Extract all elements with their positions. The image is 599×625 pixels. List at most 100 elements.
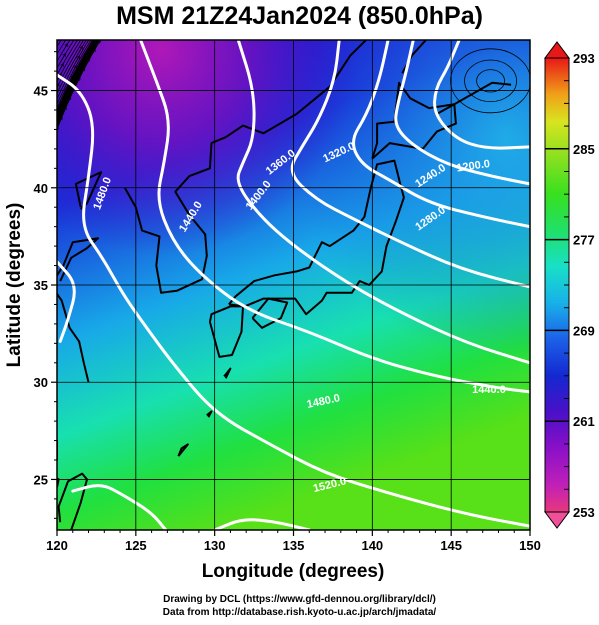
wind-arrow [54, 95, 57, 100]
y-tick-label: 30 [34, 375, 48, 390]
wind-arrow [75, 71, 79, 77]
x-tick-label: 145 [440, 538, 462, 553]
wind-arrow [63, 100, 66, 106]
wind-arrow [68, 25, 71, 30]
streamline [17, 0, 556, 41]
wind-arrow [39, 70, 42, 75]
wind-arrow [44, 141, 46, 147]
wind-arrow [116, 3, 119, 8]
wind-arrow [102, 32, 105, 37]
height-contour [57, 260, 76, 343]
colorbar-label: 269 [573, 323, 595, 338]
streamline [57, 40, 98, 122]
wind-arrow [81, 62, 85, 68]
streamline [57, 40, 99, 124]
wind-arrow [25, 208, 26, 214]
y-tick-label: 45 [34, 84, 48, 99]
coastline [206, 410, 213, 418]
wind-arrow [96, 34, 99, 39]
wind-arrow [112, 14, 115, 19]
wind-arrow [28, 221, 29, 227]
wind-arrow [26, 232, 27, 238]
wind-arrow [106, 23, 109, 28]
lat-lon-grid [57, 40, 530, 530]
wind-arrow [41, 50, 44, 55]
streamline [57, 40, 87, 95]
wind-arrow [109, 15, 112, 20]
coastline [177, 443, 189, 457]
height-contour [213, 518, 311, 530]
wind-arrow [72, 5, 76, 10]
wind-arrow [101, 30, 104, 35]
contour-label: 1440.0 [472, 384, 506, 396]
wind-arrow [50, 115, 52, 121]
wind-arrow [77, 63, 81, 69]
wind-arrow [45, 8, 49, 13]
wind-arrow [28, 192, 30, 198]
coastline [371, 81, 457, 160]
wind-arrow [33, 199, 34, 205]
coastline [57, 472, 88, 530]
wind-arrow [61, 54, 65, 60]
low-circulation [450, 48, 530, 114]
wind-arrow [100, 33, 103, 38]
wind-arrow [91, 9, 94, 14]
wind-arrow [31, 200, 32, 206]
wind-arrow [35, 123, 37, 128]
x-tick-label: 150 [519, 538, 541, 553]
colorbar-label: 293 [573, 51, 595, 66]
wind-arrow [93, 42, 97, 48]
wind-arrow [32, 173, 34, 179]
wind-arrow [47, 149, 49, 155]
wind-arrow [11, 460, 12, 466]
wind-arrow [41, 168, 43, 174]
wind-arrow [44, 150, 46, 156]
wind-arrow [111, 12, 114, 17]
wind-arrow [71, 73, 75, 79]
wind-arrow [59, 64, 63, 70]
wind-arrow [75, 57, 79, 63]
wind-arrow [43, 29, 46, 34]
colorbar-label: 253 [573, 505, 595, 520]
wind-arrow [119, 0, 123, 4]
wind-arrow [42, 146, 44, 152]
wind-arrow [34, 133, 36, 139]
wind-arrow [87, 52, 91, 58]
x-tick-label: 135 [283, 538, 305, 553]
coastline [251, 297, 289, 329]
wind-arrow [40, 151, 42, 157]
wind-arrow [94, 0, 98, 5]
wind-arrow [29, 176, 31, 182]
wind-arrow [112, 8, 115, 13]
colorbar-min-arrow [544, 511, 570, 529]
wind-arrow [38, 167, 40, 173]
wind-arrow [26, 222, 27, 228]
height-contour [352, 40, 530, 229]
height-contour [71, 484, 168, 530]
wind-arrow [108, 2, 112, 7]
wind-arrow [45, 158, 47, 164]
wind-arrow [40, 60, 43, 65]
wind-arrow [32, 155, 34, 161]
coastlines [57, 40, 512, 530]
streamline [17, 0, 555, 30]
streamline [17, 0, 554, 19]
wind-arrow [44, 157, 46, 163]
wind-arrow [108, 21, 111, 26]
wind-arrow [78, 47, 82, 53]
streamline [17, 0, 553, 8]
wind-arrow [50, 122, 52, 128]
wind-arrow [43, 159, 45, 165]
footer-credit-drawing: Drawing by DCL (https://www.gfd-dennou.o… [163, 594, 436, 605]
wind-arrow [72, 66, 76, 72]
wind-arrow [36, 162, 38, 168]
low-circulation [464, 59, 517, 103]
wind-arrow [63, 44, 67, 50]
x-tick-label: 130 [204, 538, 226, 553]
map-title: MSM 21Z24Jan2024 (850.0hPa) [116, 2, 483, 30]
footer-credit-data: Data from http://database.rish.kyoto-u.a… [162, 607, 437, 618]
height-contour [394, 40, 530, 186]
wind-arrow [85, 28, 88, 33]
wind-arrow [88, 19, 91, 24]
